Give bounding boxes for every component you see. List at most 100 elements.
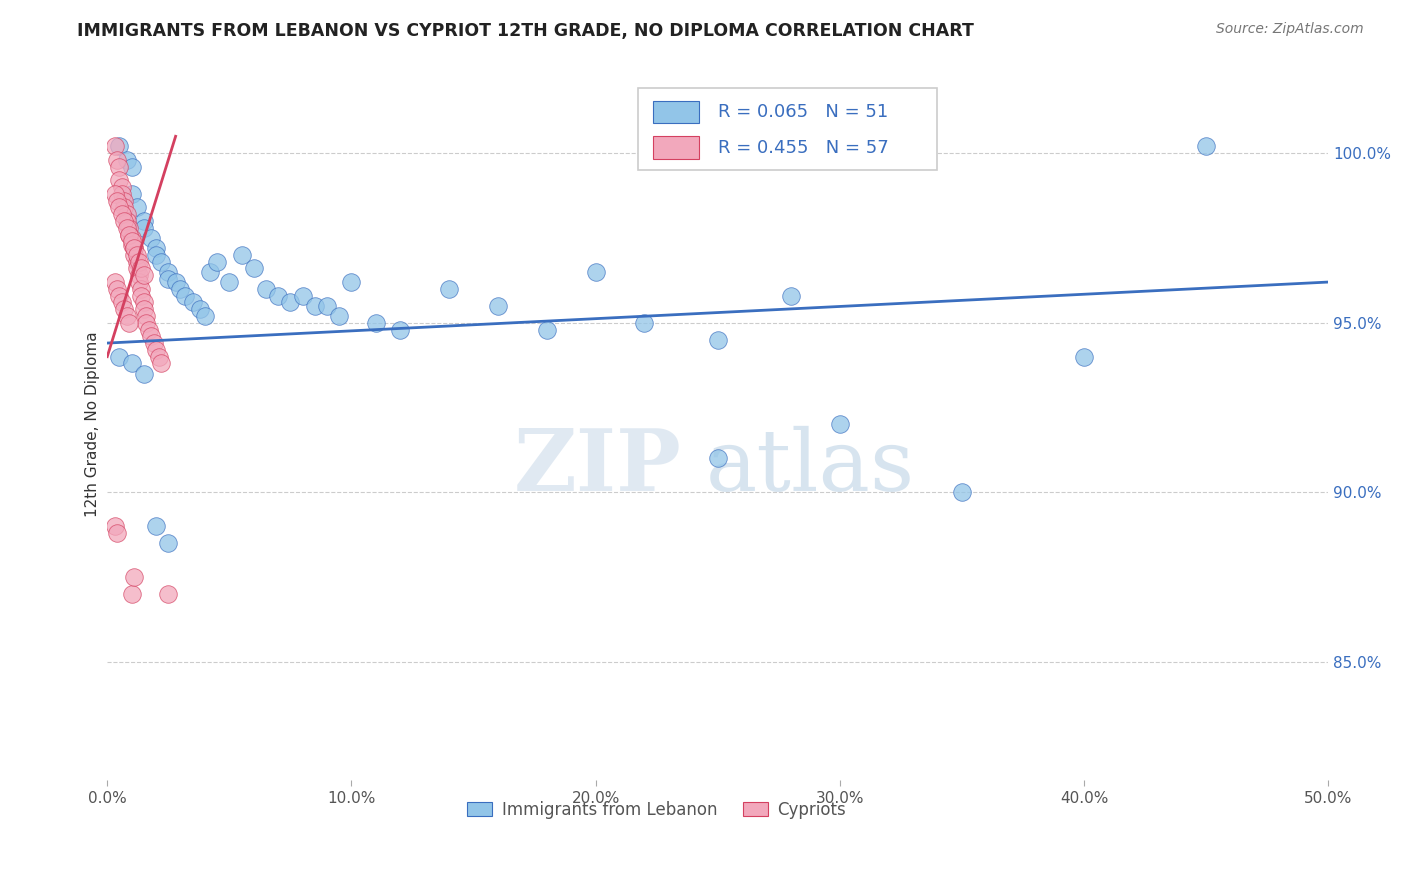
Point — [121, 231, 143, 245]
Y-axis label: 12th Grade, No Diploma: 12th Grade, No Diploma — [86, 332, 100, 517]
Point — [157, 271, 180, 285]
Point — [122, 241, 145, 255]
Point — [145, 343, 167, 357]
Point — [291, 288, 314, 302]
Point — [364, 316, 387, 330]
Point — [112, 194, 135, 208]
Point — [112, 201, 135, 215]
Point — [108, 160, 131, 174]
Point — [145, 519, 167, 533]
Point — [218, 275, 240, 289]
Point — [132, 302, 155, 317]
Point — [706, 333, 728, 347]
Point — [121, 587, 143, 601]
Point — [1195, 139, 1218, 153]
Point — [389, 322, 412, 336]
Point — [115, 207, 138, 221]
Point — [198, 265, 221, 279]
Point — [141, 231, 163, 245]
Point — [231, 248, 253, 262]
Point — [131, 282, 153, 296]
Point — [280, 295, 302, 310]
Point — [122, 241, 145, 255]
Point — [105, 194, 128, 208]
Point — [304, 299, 326, 313]
Point — [121, 237, 143, 252]
Point — [121, 186, 143, 201]
Point — [633, 316, 655, 330]
Point — [828, 417, 851, 432]
Point — [128, 275, 150, 289]
Point — [118, 227, 141, 242]
Point — [157, 587, 180, 601]
Point — [115, 220, 138, 235]
Point — [205, 254, 228, 268]
Point — [118, 220, 141, 235]
Point — [174, 288, 197, 302]
Point — [149, 356, 172, 370]
Point — [132, 295, 155, 310]
Text: IMMIGRANTS FROM LEBANON VS CYPRIOT 12TH GRADE, NO DIPLOMA CORRELATION CHART: IMMIGRANTS FROM LEBANON VS CYPRIOT 12TH … — [77, 22, 974, 40]
Point — [132, 268, 155, 283]
Legend: Immigrants from Lebanon, Cypriots: Immigrants from Lebanon, Cypriots — [460, 794, 853, 825]
Point — [103, 139, 125, 153]
Point — [108, 350, 131, 364]
Point — [142, 336, 165, 351]
Point — [115, 214, 138, 228]
Point — [115, 153, 138, 167]
Point — [131, 288, 153, 302]
Text: R = 0.455   N = 57: R = 0.455 N = 57 — [717, 138, 889, 156]
Point — [242, 261, 264, 276]
Point — [340, 275, 363, 289]
Point — [157, 536, 180, 550]
Point — [125, 261, 148, 276]
Point — [145, 248, 167, 262]
Point — [118, 227, 141, 242]
Point — [254, 282, 277, 296]
Point — [148, 350, 170, 364]
Point — [437, 282, 460, 296]
Point — [145, 241, 167, 255]
Point — [111, 180, 134, 194]
FancyBboxPatch shape — [638, 87, 938, 169]
Point — [128, 268, 150, 283]
Point — [585, 265, 607, 279]
Point — [118, 316, 141, 330]
Point — [111, 186, 134, 201]
Point — [138, 322, 160, 336]
Point — [122, 570, 145, 584]
Point — [706, 451, 728, 466]
Point — [780, 288, 803, 302]
Point — [536, 322, 558, 336]
Point — [108, 139, 131, 153]
Point — [188, 302, 211, 317]
Point — [157, 265, 180, 279]
Point — [112, 302, 135, 317]
Text: R = 0.065   N = 51: R = 0.065 N = 51 — [717, 103, 889, 121]
Point — [108, 201, 131, 215]
Point — [105, 525, 128, 540]
Point — [125, 248, 148, 262]
Point — [103, 275, 125, 289]
Text: Source: ZipAtlas.com: Source: ZipAtlas.com — [1216, 22, 1364, 37]
Point — [108, 288, 131, 302]
Point — [103, 186, 125, 201]
Point — [132, 214, 155, 228]
Point — [121, 356, 143, 370]
Point — [125, 254, 148, 268]
Point — [486, 299, 509, 313]
Point — [1073, 350, 1095, 364]
FancyBboxPatch shape — [652, 136, 699, 159]
Point — [165, 275, 187, 289]
Point — [122, 248, 145, 262]
Point — [131, 261, 153, 276]
Point — [128, 254, 150, 268]
Point — [135, 316, 157, 330]
Point — [141, 329, 163, 343]
Point — [121, 160, 143, 174]
Point — [950, 485, 973, 500]
Point — [169, 282, 191, 296]
Point — [149, 254, 172, 268]
Point — [111, 295, 134, 310]
Point — [328, 309, 350, 323]
